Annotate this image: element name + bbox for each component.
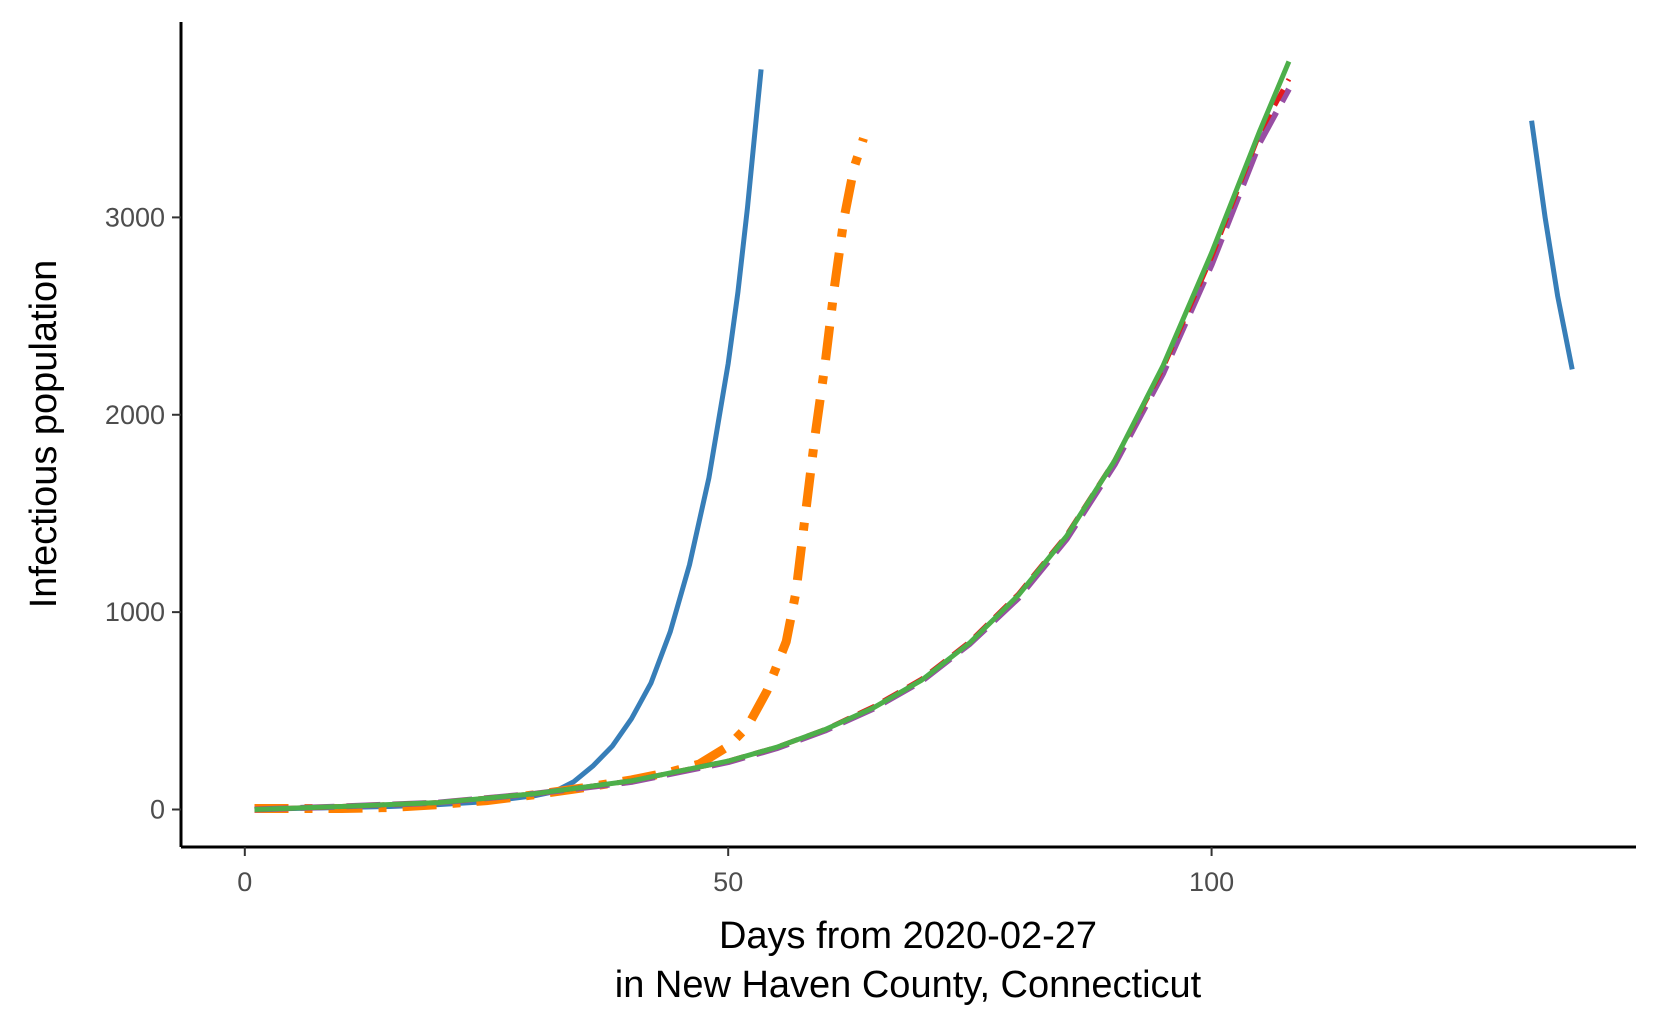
series-line-2 <box>1529 120 1575 370</box>
series-line-4 <box>254 87 1292 813</box>
series-line-5 <box>254 78 1292 812</box>
series-line-3 <box>254 137 868 813</box>
x-tick-label: 50 <box>713 867 743 897</box>
series-line-6 <box>254 60 1292 812</box>
x-tick-label: 100 <box>1189 867 1234 897</box>
x-tick-label: 0 <box>237 867 252 897</box>
y-tick-label: 2000 <box>105 400 165 430</box>
y-axis-title: Infectious population <box>23 260 65 609</box>
x-axis-title-line2: in New Haven County, Connecticut <box>615 964 1202 1006</box>
y-tick-label: 1000 <box>105 597 165 627</box>
y-tick-label: 3000 <box>105 202 165 232</box>
x-axis-title-line1: Days from 2020-02-27 <box>719 915 1097 957</box>
y-tick-label: 0 <box>150 795 165 825</box>
series-line-1 <box>254 69 764 812</box>
series-layer <box>254 60 1575 813</box>
